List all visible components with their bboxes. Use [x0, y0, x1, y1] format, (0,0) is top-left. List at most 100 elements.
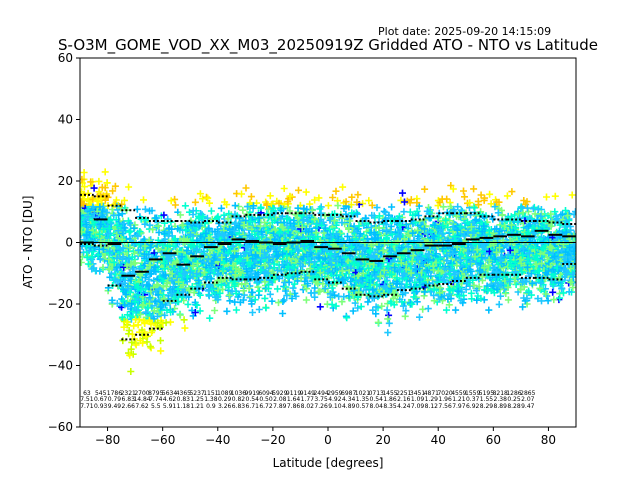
scatter-point — [80, 175, 86, 183]
scatter-point — [110, 258, 118, 266]
scatter-point — [354, 191, 362, 199]
scatter-point — [182, 292, 190, 300]
scatter-point — [103, 179, 111, 187]
scatter-point — [167, 289, 175, 297]
scatter-point — [232, 306, 240, 314]
scatter-point — [94, 197, 102, 205]
scatter-point — [84, 213, 92, 221]
scatter-point — [176, 262, 184, 270]
scatter-point — [126, 351, 134, 359]
scatter-point — [127, 368, 135, 375]
scatter-point — [470, 185, 478, 193]
scatter-point — [119, 253, 127, 261]
scatter-point — [136, 228, 144, 235]
scatter-point — [80, 259, 85, 266]
scatter-point — [178, 253, 186, 261]
scatter-point — [434, 213, 442, 221]
scatter-point — [160, 211, 168, 219]
scatter-point — [92, 267, 100, 275]
scatter-point — [161, 301, 169, 309]
scatter-point — [161, 311, 169, 319]
scatter-point — [122, 291, 130, 299]
scatter-point — [146, 244, 154, 252]
scatter-point — [160, 230, 168, 238]
scatter-point — [143, 338, 151, 346]
scatter-point — [231, 202, 239, 210]
scatter-point — [170, 242, 178, 250]
scatter-point — [127, 345, 135, 353]
scatter-point — [118, 200, 126, 208]
scatter-point — [439, 203, 447, 211]
scatter-point — [544, 297, 552, 305]
scatter-point — [174, 225, 182, 233]
scatter-point — [268, 297, 276, 305]
scatter-point — [179, 274, 186, 281]
scatter-point — [119, 337, 127, 345]
scatter-point — [508, 188, 516, 196]
scatter-point — [153, 281, 161, 289]
scatter-point — [339, 183, 347, 191]
scatter-point — [139, 339, 147, 347]
scatter-point — [130, 265, 137, 273]
scatter-point — [105, 256, 113, 263]
scatter-point — [134, 232, 142, 240]
scatter-point — [156, 323, 164, 331]
scatter-point — [137, 286, 145, 294]
scatter-point — [80, 220, 85, 228]
scatter-point — [131, 277, 139, 285]
scatter-point — [179, 221, 187, 229]
scatter-point — [147, 270, 155, 277]
scatter-point — [359, 200, 367, 208]
scatter-point — [132, 316, 140, 324]
scatter-point — [162, 271, 170, 279]
scatter-point — [384, 315, 392, 323]
scatter-point — [97, 220, 104, 228]
scatter-point — [255, 287, 263, 295]
scatter-point — [207, 207, 215, 215]
scatter-point — [217, 204, 225, 212]
scatter-point — [124, 311, 131, 319]
scatter-point — [131, 298, 139, 306]
chart-title: S-O3M_GOME_VOD_XX_M03_20250919Z Gridded … — [58, 36, 598, 55]
scatter-point — [139, 281, 147, 289]
scatter-point — [332, 187, 340, 195]
scatter-point — [348, 193, 356, 201]
scatter-point — [142, 308, 150, 316]
scatter-point — [424, 305, 432, 313]
scatter-point — [119, 286, 127, 294]
scatter-point — [357, 303, 365, 311]
scatter-point — [274, 285, 281, 293]
plot-date-label: Plot date: 2025-09-20 14:15:09 — [378, 25, 551, 38]
scatter-point — [328, 301, 336, 309]
scatter-point — [383, 306, 391, 314]
scatter-point — [130, 224, 138, 232]
scatter-point — [95, 245, 103, 253]
scatter-point — [119, 297, 127, 305]
scatter-point — [113, 299, 121, 307]
scatter-point — [171, 201, 179, 209]
scatter-point — [127, 260, 135, 268]
scatter-point — [134, 321, 142, 329]
scatter-point — [261, 294, 269, 302]
scatter-point — [206, 314, 214, 322]
scatter-point — [108, 296, 116, 304]
scatter-point — [280, 185, 288, 192]
scatter-point — [111, 182, 119, 190]
scatter-point — [133, 306, 140, 314]
scatter-point — [120, 196, 128, 204]
scatter-point — [82, 231, 90, 239]
scatter-point — [80, 228, 86, 236]
scatter-point — [118, 235, 126, 243]
scatter-point — [104, 193, 112, 201]
scatter-point — [191, 198, 199, 206]
scatter-point — [131, 259, 139, 267]
scatter-point — [105, 265, 113, 273]
scatter-point — [153, 214, 161, 222]
scatter-point — [95, 188, 103, 196]
scatter-point — [128, 300, 136, 308]
scatter-point — [125, 326, 133, 334]
scatter-point — [137, 215, 145, 223]
scatter-point — [146, 300, 153, 308]
scatter-point — [174, 285, 182, 293]
